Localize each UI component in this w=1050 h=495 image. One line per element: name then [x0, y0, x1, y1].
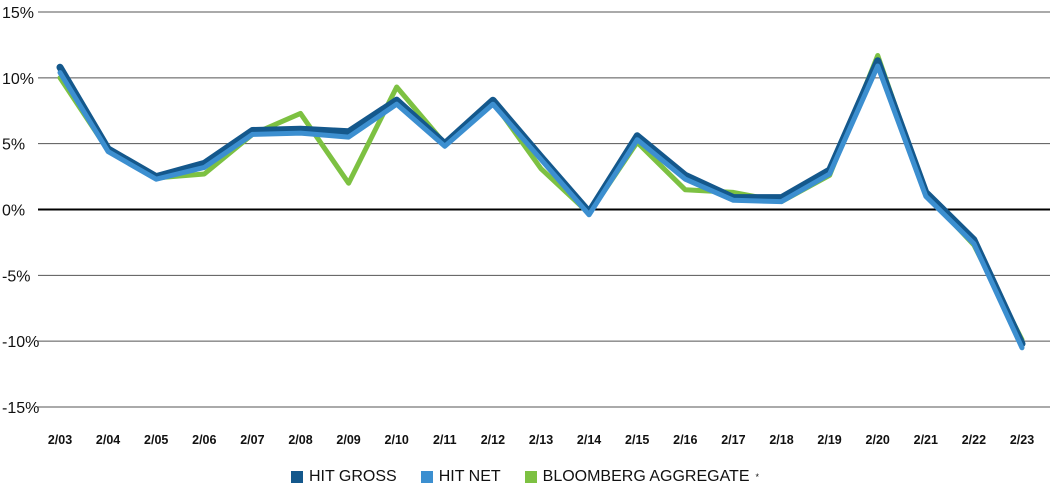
series-line-hit-gross: [56, 57, 1026, 348]
legend-swatch: [290, 471, 303, 483]
x-tick-label: 2/10: [385, 433, 409, 447]
series-line-bloomberg-aggregate: [57, 53, 1025, 343]
x-tick-label: 2/19: [817, 433, 841, 447]
x-tick-label: 2/18: [769, 433, 793, 447]
legend-marker: *: [755, 472, 760, 482]
series-lines: [56, 53, 1026, 351]
legend: HIT GROSS HIT NET BLOOMBERG AGGREGATE *: [0, 468, 1050, 486]
x-tick-label: 2/06: [192, 433, 216, 447]
legend-item-bloomberg-aggregate: BLOOMBERG AGGREGATE *: [524, 468, 760, 486]
legend-item-hit-net: HIT NET: [420, 468, 507, 486]
x-tick-label: 2/23: [1010, 433, 1034, 447]
legend-label: HIT NET: [438, 468, 501, 485]
x-tick-label: 2/16: [673, 433, 697, 447]
x-tick-label: 2/13: [529, 433, 553, 447]
y-tick-label: 5%: [2, 137, 25, 154]
legend-label: HIT GROSS: [308, 468, 397, 485]
gridlines: [38, 11, 1050, 408]
legend-item-hit-gross: HIT GROSS: [290, 468, 403, 486]
y-axis-ticks: 15% 10% 5% 0% -5% -10% -15%: [2, 5, 39, 417]
x-tick-label: 2/05: [144, 433, 168, 447]
x-tick-label: 2/07: [240, 433, 264, 447]
y-tick-label: 10%: [2, 71, 34, 88]
series-line-hit-net: [57, 63, 1025, 351]
x-tick-label: 2/11: [433, 433, 457, 447]
x-tick-label: 2/22: [962, 433, 986, 447]
legend-label: BLOOMBERG AGGREGATE: [542, 468, 750, 485]
x-tick-label: 2/14: [577, 433, 601, 447]
line-chart: 15%10%5%0%-5%-10%-15% 2/03 2/04 2/05 2/06 2/…: [2, 5, 1050, 447]
x-tick-label: 2/21: [914, 433, 938, 447]
x-axis-ticks: 2/03 2/04 2/05 2/06 2/07 2/08 2/09 2/10 2/11 2/12…: [48, 433, 1034, 447]
y-tick-label: 0%: [2, 203, 25, 220]
y-tick-label: -10%: [2, 334, 39, 351]
x-tick-label: 2/12: [481, 433, 505, 447]
x-tick-label: 2/09: [336, 433, 360, 447]
y-tick-label: -5%: [2, 268, 30, 285]
x-tick-label: 2/20: [866, 433, 890, 447]
x-tick-label: 2/15: [625, 433, 649, 447]
legend-swatch: [420, 471, 433, 483]
x-tick-label: 2/03: [48, 433, 72, 447]
x-tick-label: 2/17: [721, 433, 745, 447]
y-tick-label: -15%: [2, 400, 39, 417]
x-tick-label: 2/04: [96, 433, 120, 447]
x-tick-label: 2/08: [288, 433, 312, 447]
y-tick-label: 15%: [2, 5, 34, 22]
legend-swatch: [524, 471, 537, 483]
